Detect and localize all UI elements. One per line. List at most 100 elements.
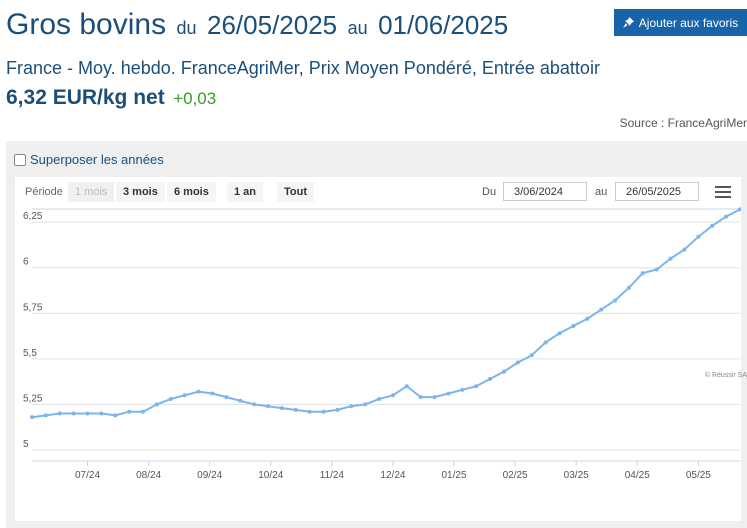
current-price: 6,32 EUR/kg net [6,86,165,109]
x-tick-label: 11/24 [320,470,345,481]
periode-label: Période [25,186,63,198]
range-from-input[interactable] [503,182,587,201]
period-1-year[interactable]: 1 an [227,182,264,202]
data-point [252,402,257,407]
data-point [654,267,659,272]
x-tick-label: 02/25 [503,470,528,481]
data-point [168,396,173,401]
data-point [293,407,298,412]
data-point [640,271,645,276]
x-tick-label: 12/24 [380,470,405,481]
y-tick-label: 5,25 [23,393,43,404]
data-point [363,402,368,407]
x-tick-label: 10/24 [258,470,283,481]
data-point [224,395,229,400]
data-point [141,409,146,414]
data-point [30,415,34,420]
y-tick-label: 5 [23,439,29,450]
x-tick-label: 04/25 [625,470,650,481]
market-subtitle: France - Moy. hebdo. FranceAgriMer, Prix… [6,58,600,78]
data-point [668,256,673,261]
price-line-chart: 5 5,25 5,5 5,75 6 6,25 07/24 08/24 09/24 10/24 11/… [23,207,741,481]
x-tick-label: 05/25 [686,470,711,481]
du-label: du [176,18,197,38]
source-label: Source : FranceAgriMer [619,116,747,130]
y-tick-label: 5,5 [23,348,37,359]
data-point [43,413,48,418]
period-all[interactable]: Tout [277,182,315,202]
overlay-label: Superposer les années [30,152,164,167]
data-point [488,376,493,381]
price-delta: +0,03 [173,89,217,108]
data-point [127,409,132,414]
period-3-months[interactable]: 3 mois [116,182,165,202]
add-favorite-label: Ajouter aux favoris [638,15,739,30]
hamburger-menu-icon[interactable] [715,186,731,198]
data-point [724,214,729,219]
data-point [99,411,104,416]
date-to: 01/06/2025 [378,10,509,40]
x-tick-label: 07/24 [75,470,100,481]
data-point [571,324,576,329]
x-tick-label: 08/24 [136,470,161,481]
data-point [418,395,423,400]
data-point [585,316,590,321]
data-point [460,387,465,392]
range-to-input[interactable] [615,182,699,201]
data-point [154,402,159,407]
x-tick-label: 09/24 [197,470,222,481]
chart-panel: Superposer les années 5 5,25 5,5 5,75 6 6,25 0… [6,141,747,528]
data-point [543,340,548,345]
data-point [182,393,187,398]
overlay-checkbox[interactable] [14,153,26,166]
data-point [710,223,715,228]
data-point [502,369,506,374]
au-label: au [347,18,368,38]
x-tick-label: 03/25 [564,470,589,481]
data-point [238,398,243,403]
period-6-months[interactable]: 6 mois [167,182,216,202]
data-point [279,406,284,411]
data-point [113,413,118,418]
price-summary: 6,32 EUR/kg net +0,03 [6,86,216,110]
range-to-label: au [595,186,608,198]
data-point [738,207,741,212]
data-point [390,393,395,398]
add-favorite-button[interactable]: Ajouter aux favoris [614,9,747,36]
data-point [307,409,312,414]
data-point [85,411,90,416]
period-1-month[interactable]: 1 mois [68,182,115,202]
data-point [515,360,520,365]
data-point [557,331,562,336]
product-title: Gros bovins [6,8,167,41]
data-point [696,234,701,239]
y-tick-label: 6,25 [23,211,43,222]
overlay-years-toggle[interactable]: Superposer les années [14,152,164,167]
y-tick-label: 5,75 [23,302,43,313]
data-point [474,384,479,389]
data-point [432,395,437,400]
data-point [321,409,326,414]
data-point [613,298,618,303]
pin-icon [622,17,634,28]
data-point [626,285,631,290]
data-point [335,407,340,412]
credit-label: © Réussir SA [704,372,747,379]
data-point [349,404,354,409]
page-title: Gros bovins du 26/05/2025 au 01/06/2025 [6,8,508,42]
y-tick-label: 6 [23,257,29,268]
data-point [404,384,409,389]
data-point [446,391,451,396]
x-tick-label: 01/25 [442,470,467,481]
data-point [57,411,62,416]
price-series-line [31,208,741,419]
range-from-label: Du [482,186,497,198]
data-point [196,389,201,394]
data-point [599,307,604,312]
data-point [529,353,534,358]
data-point [71,411,76,416]
data-point [266,404,270,409]
data-point [682,247,687,252]
date-from: 26/05/2025 [207,10,338,40]
data-point [377,396,382,401]
